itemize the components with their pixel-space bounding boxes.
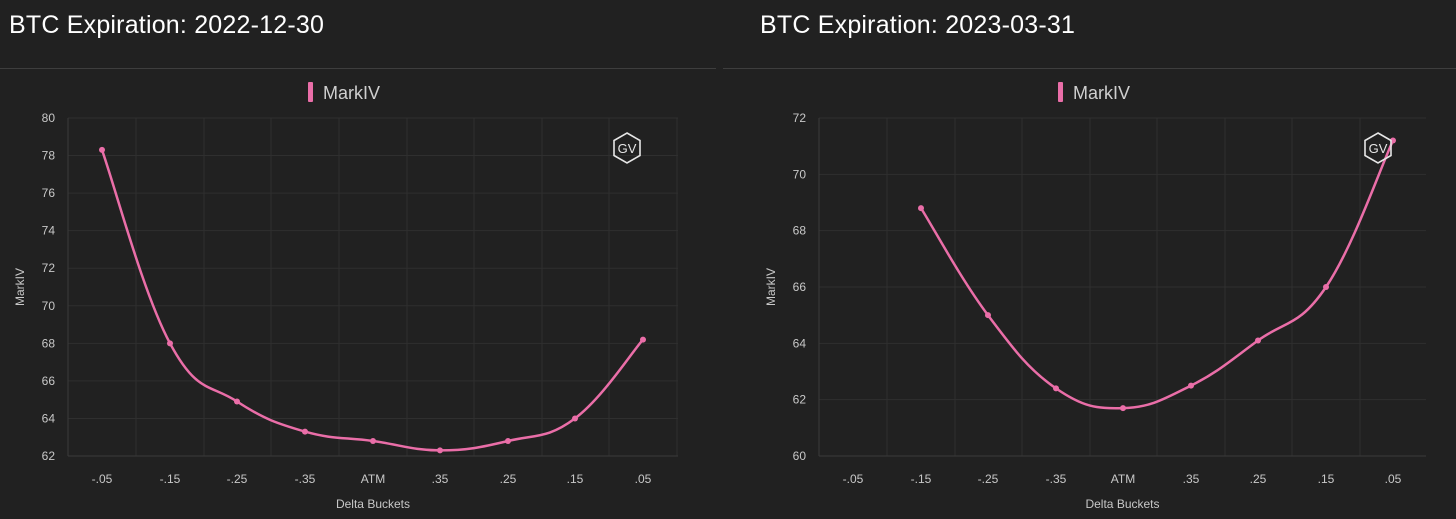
chart-title: BTC Expiration: 2023-03-31	[760, 11, 1076, 39]
y-tick-label: 62	[793, 393, 807, 407]
legend-label: MarkIV	[1073, 83, 1130, 103]
x-tick-label: -.15	[911, 472, 932, 486]
data-point	[1053, 385, 1059, 392]
data-point	[640, 336, 646, 343]
logo-text: GV	[618, 141, 637, 156]
data-point	[167, 340, 173, 347]
data-point	[437, 447, 443, 454]
y-tick-label: 64	[793, 336, 807, 350]
data-point	[1255, 337, 1261, 344]
series-line-markiv	[100, 148, 645, 452]
x-tick-label: .05	[635, 472, 652, 486]
x-tick-label: .05	[1385, 472, 1402, 486]
y-tick-label: 64	[42, 411, 56, 425]
x-tick-label: -.25	[978, 472, 999, 486]
x-tick-label: -.05	[843, 472, 864, 486]
y-tick-label: 76	[42, 186, 56, 200]
y-tick-label: 72	[793, 111, 807, 125]
y-axis-title: MarkIV	[13, 268, 27, 306]
y-tick-label: 68	[793, 224, 807, 238]
y-tick-label: 66	[42, 374, 56, 388]
logo-hexagon	[613, 132, 641, 164]
x-tick-label: .25	[500, 472, 517, 486]
y-tick-label: 62	[42, 449, 56, 463]
x-tick-label: .15	[567, 472, 584, 486]
x-axis-title: Delta Buckets	[336, 497, 410, 511]
x-tick-label: .35	[432, 472, 449, 486]
x-tick-label: .15	[1318, 472, 1335, 486]
y-tick-label: 66	[793, 280, 807, 294]
chart-title: BTC Expiration: 2022-12-30	[9, 11, 325, 39]
x-tick-label: ATM	[361, 472, 385, 486]
x-tick-label: -.25	[227, 472, 248, 486]
y-tick-label: 60	[793, 449, 807, 463]
data-point	[99, 146, 105, 153]
x-tick-label: .35	[1183, 472, 1200, 486]
chart-panel-left: BTC Expiration: 2022-12-30 62 64 66 68 70 72 7…	[0, 0, 716, 519]
legend-swatch	[1058, 82, 1063, 102]
y-tick-label: 78	[42, 149, 56, 163]
y-tick-label: 74	[42, 224, 56, 238]
legend-label: MarkIV	[323, 83, 380, 103]
title-divider	[723, 68, 1456, 69]
data-point	[1188, 382, 1194, 389]
data-point	[370, 437, 376, 444]
data-point	[505, 437, 511, 444]
y-tick-label: 70	[42, 299, 56, 313]
data-point	[234, 398, 240, 405]
title-divider	[0, 68, 716, 69]
legend-swatch	[308, 82, 313, 102]
data-point	[1120, 405, 1126, 412]
data-point	[1323, 284, 1329, 290]
x-tick-label: ATM	[1111, 472, 1135, 486]
x-tick-label: -.15	[160, 472, 181, 486]
y-tick-label: 80	[42, 111, 56, 125]
y-tick-label: 72	[42, 261, 56, 275]
line-chart: 60 62 64 66 68 70 72 -.05 -.15 -.25 -.35 ATM .35 .25.…	[764, 82, 1426, 511]
data-point	[985, 312, 991, 319]
line-chart: 62 64 66 68 70 72 74 76 78 80 -.05 -.15 -.25 -.35 ATM.…	[13, 82, 678, 511]
data-point	[572, 415, 578, 422]
x-tick-label: -.35	[1046, 472, 1067, 486]
y-axis-title: MarkIV	[764, 268, 778, 306]
logo-text: GV	[1369, 141, 1388, 156]
gv-logo: GV	[1364, 132, 1392, 164]
x-tick-label: .25	[1250, 472, 1267, 486]
x-tick-label: -.05	[92, 472, 113, 486]
gv-logo: GV	[613, 132, 641, 164]
data-point	[918, 205, 924, 212]
x-tick-label: -.35	[295, 472, 316, 486]
x-axis-title: Delta Buckets	[1085, 497, 1159, 511]
logo-hexagon	[1364, 132, 1392, 164]
y-tick-label: 68	[42, 336, 56, 350]
y-tick-label: 70	[793, 167, 807, 181]
data-point	[302, 428, 308, 435]
chart-panel-right: BTC Expiration: 2023-03-31 60 62 64 66 68 70 7…	[723, 0, 1456, 519]
